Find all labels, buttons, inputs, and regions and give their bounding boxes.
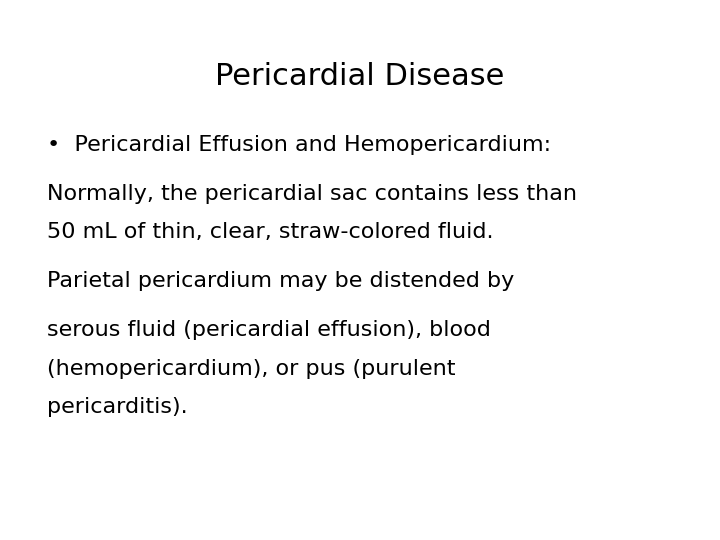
Text: Normally, the pericardial sac contains less than: Normally, the pericardial sac contains l… xyxy=(47,184,577,204)
Text: serous fluid (pericardial effusion), blood: serous fluid (pericardial effusion), blo… xyxy=(47,320,490,340)
Text: (hemopericardium), or pus (purulent: (hemopericardium), or pus (purulent xyxy=(47,359,455,379)
Text: pericarditis).: pericarditis). xyxy=(47,397,187,417)
Text: Pericardial Disease: Pericardial Disease xyxy=(215,62,505,91)
Text: •  Pericardial Effusion and Hemopericardium:: • Pericardial Effusion and Hemopericardi… xyxy=(47,135,551,155)
Text: Parietal pericardium may be distended by: Parietal pericardium may be distended by xyxy=(47,271,514,291)
Text: 50 mL of thin, clear, straw-colored fluid.: 50 mL of thin, clear, straw-colored flui… xyxy=(47,222,493,242)
